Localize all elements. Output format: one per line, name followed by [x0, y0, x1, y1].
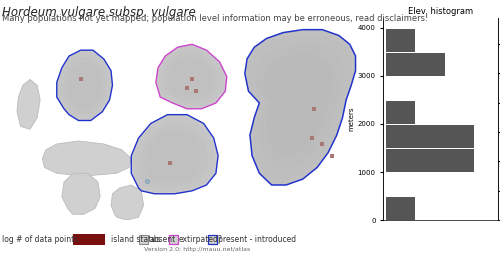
Bar [386, 28, 416, 52]
Polygon shape [255, 44, 344, 168]
Polygon shape [62, 58, 106, 114]
Polygon shape [248, 35, 352, 179]
Polygon shape [57, 50, 112, 121]
Polygon shape [139, 124, 208, 187]
Text: island status: island status [111, 235, 160, 244]
Polygon shape [145, 131, 202, 182]
Polygon shape [167, 57, 214, 99]
Polygon shape [17, 79, 40, 129]
Bar [386, 52, 445, 76]
Polygon shape [156, 44, 227, 109]
Polygon shape [134, 118, 215, 191]
Polygon shape [158, 47, 224, 107]
Polygon shape [62, 173, 100, 214]
Polygon shape [162, 51, 219, 103]
Polygon shape [58, 53, 110, 118]
Text: Hordeum vulgare subsp. vulgare: Hordeum vulgare subsp. vulgare [2, 6, 196, 19]
Text: present - introduced: present - introduced [218, 235, 296, 244]
Text: Many populations not yet mapped; population level information may be erroneous, : Many populations not yet mapped; populat… [2, 14, 429, 23]
Y-axis label: meters: meters [349, 107, 355, 131]
Bar [386, 125, 474, 148]
Polygon shape [262, 54, 334, 155]
Polygon shape [132, 115, 218, 194]
Bar [386, 101, 416, 124]
Text: log # of data points: log # of data points [2, 235, 79, 244]
Bar [386, 149, 474, 172]
Text: absent: absent [149, 235, 176, 244]
Bar [386, 197, 416, 220]
Title: Elev. histogram: Elev. histogram [408, 7, 473, 16]
Text: Version 2.0; http://mauu.net/atlas: Version 2.0; http://mauu.net/atlas [144, 247, 250, 252]
Polygon shape [111, 185, 144, 220]
Polygon shape [42, 141, 132, 176]
Polygon shape [245, 30, 356, 185]
Text: extirpated?: extirpated? [179, 235, 223, 244]
Polygon shape [66, 63, 102, 109]
